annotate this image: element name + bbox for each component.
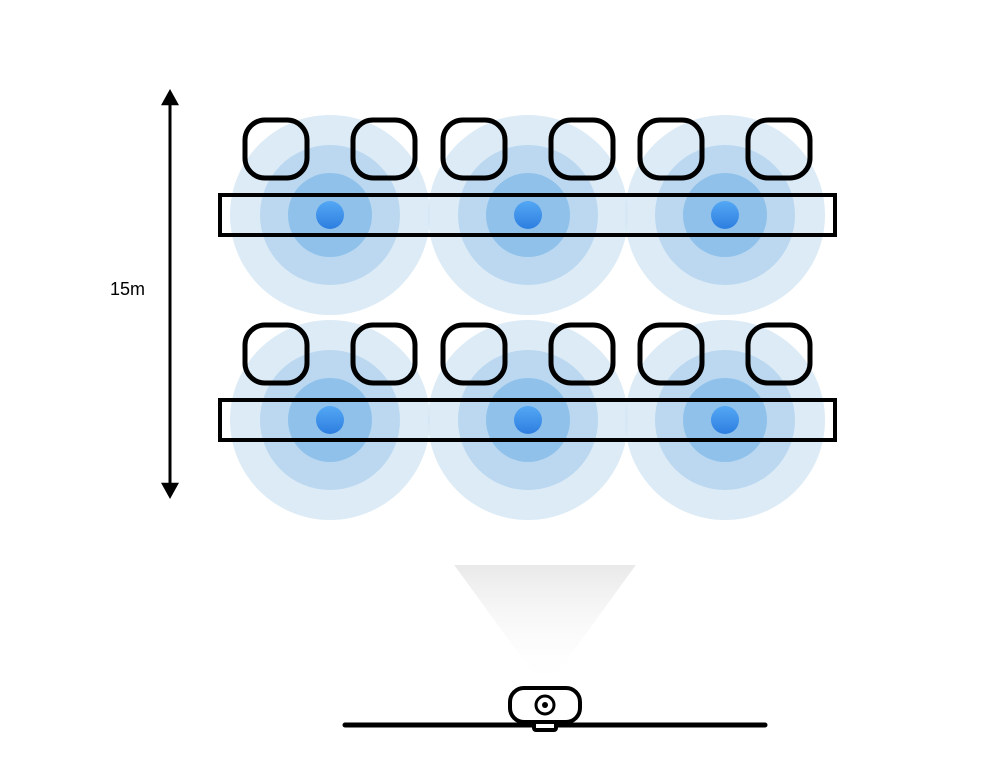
mic-dot	[514, 406, 542, 434]
mic-dot	[316, 201, 344, 229]
mic-dot	[711, 201, 739, 229]
dimension-arrow: 15m	[110, 89, 179, 499]
mic-aura-layer	[230, 115, 825, 520]
dimension-label: 15m	[110, 279, 145, 299]
camera-beam	[454, 565, 636, 690]
mic-dot	[711, 406, 739, 434]
mic-dot	[514, 201, 542, 229]
mic-dot	[316, 406, 344, 434]
